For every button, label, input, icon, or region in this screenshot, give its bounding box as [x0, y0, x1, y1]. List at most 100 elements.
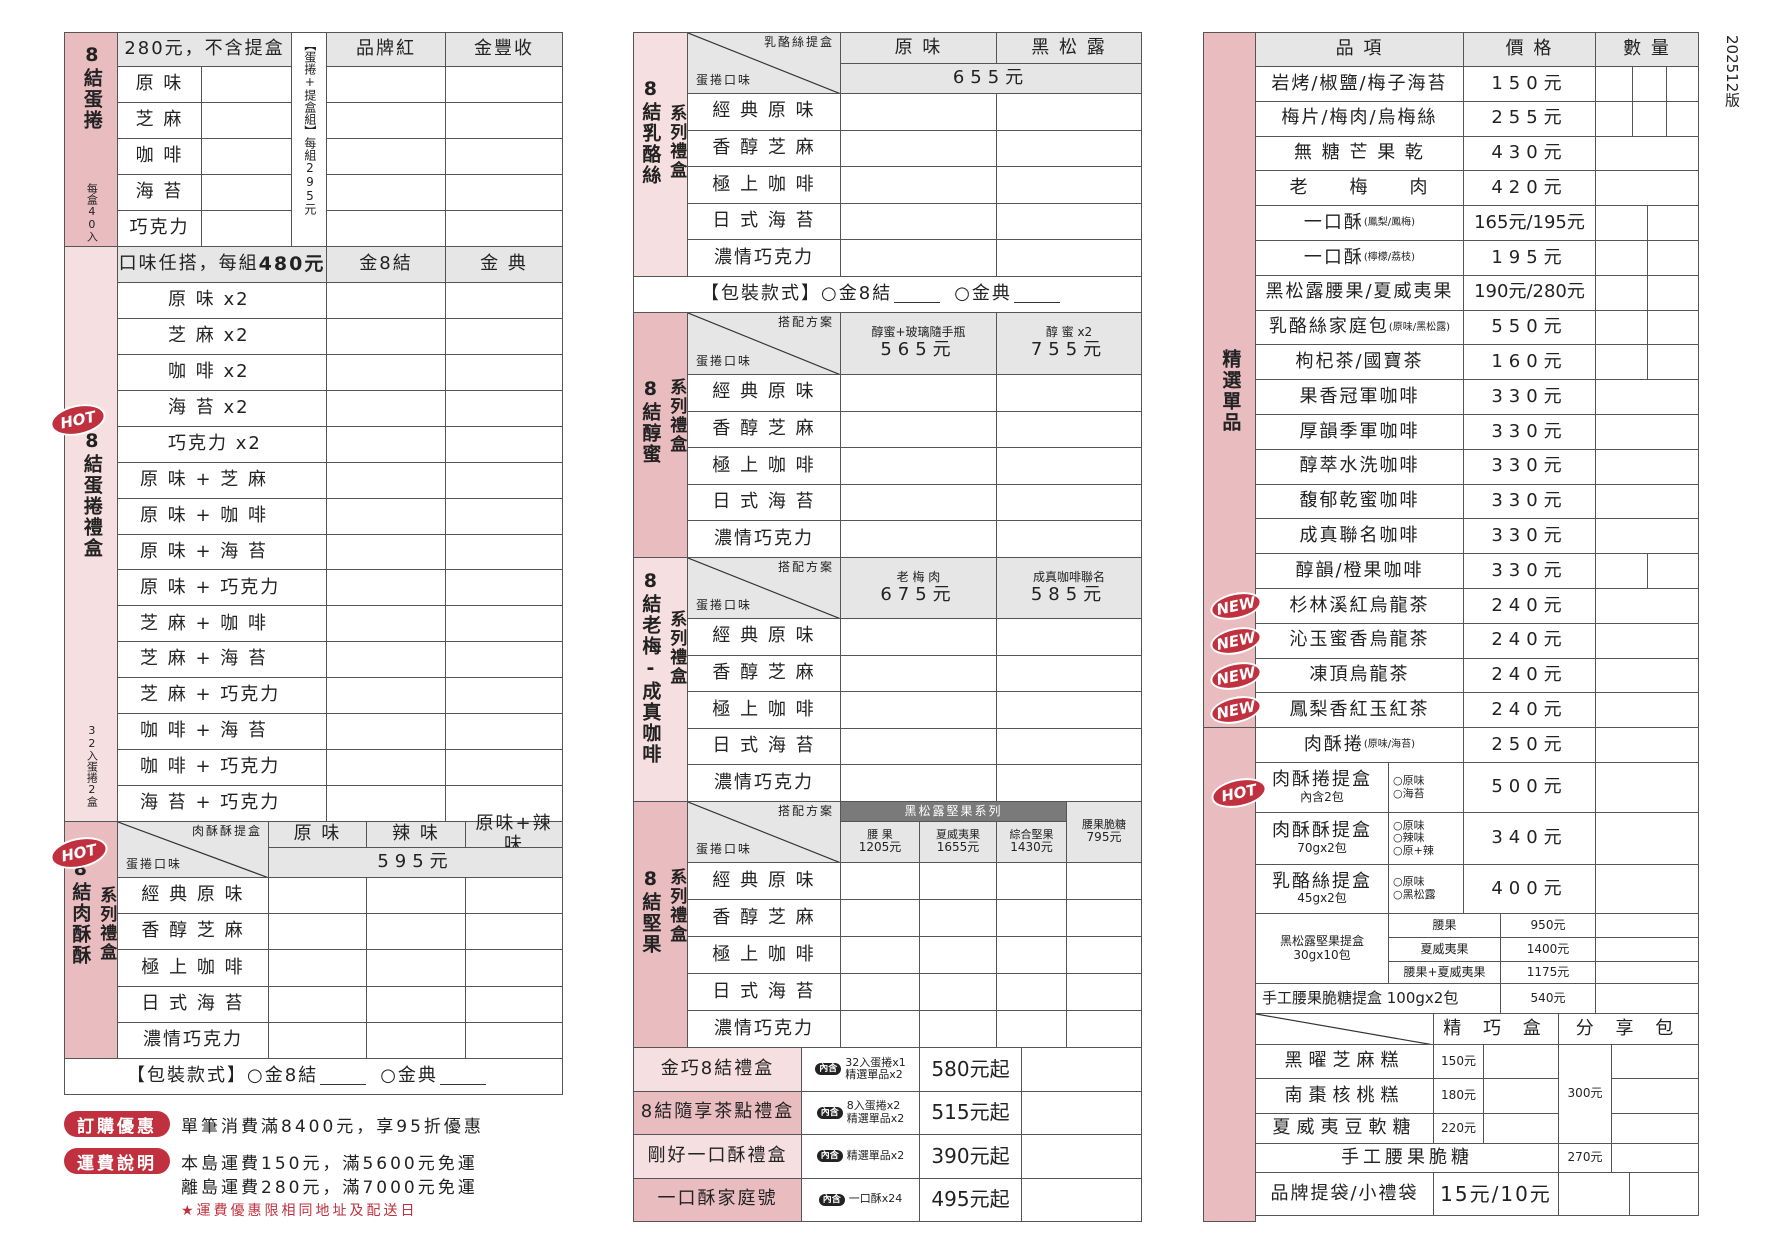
quantity-cell[interactable] — [465, 985, 563, 1023]
quantity-cell[interactable] — [326, 353, 446, 391]
quantity-cell[interactable] — [445, 533, 563, 571]
quantity-cell[interactable] — [996, 374, 1142, 412]
quantity-cell[interactable] — [1611, 1044, 1699, 1079]
packaging-option-gold8[interactable]: ○金8結 — [821, 283, 893, 305]
quantity-cell[interactable] — [201, 174, 292, 211]
quantity-cell[interactable] — [326, 713, 446, 751]
quantity-cell[interactable] — [840, 239, 997, 277]
quantity-cell[interactable] — [1595, 588, 1699, 624]
quantity-cell[interactable] — [996, 862, 1067, 900]
quantity-cell[interactable] — [366, 877, 466, 915]
quantity-cell[interactable] — [840, 727, 997, 766]
quantity-cell[interactable] — [1595, 983, 1699, 1014]
quantity-cell[interactable] — [1595, 937, 1699, 962]
quantity-cell[interactable] — [1595, 553, 1648, 589]
quantity-cell[interactable] — [326, 389, 446, 427]
quantity-cell[interactable] — [840, 764, 997, 802]
quantity-cell[interactable] — [445, 425, 563, 463]
quantity-cell[interactable] — [366, 913, 466, 951]
quantity-cell[interactable] — [201, 102, 292, 139]
quantity-cell[interactable] — [1595, 864, 1699, 914]
quantity-cell[interactable] — [840, 973, 920, 1011]
quantity-cell[interactable] — [1595, 762, 1699, 813]
quantity-cell[interactable] — [445, 317, 563, 355]
quantity-cell[interactable] — [1647, 240, 1699, 276]
quantity-cell[interactable] — [840, 447, 997, 485]
flavor-option-radio[interactable]: ○原味 — [1393, 875, 1425, 889]
quantity-cell[interactable] — [1483, 1044, 1559, 1079]
quantity-cell[interactable] — [1595, 309, 1648, 346]
quantity-cell[interactable] — [1666, 66, 1699, 102]
quantity-cell[interactable] — [326, 605, 446, 643]
quantity-cell[interactable] — [1021, 1090, 1142, 1135]
quantity-cell[interactable] — [366, 985, 466, 1023]
quantity-cell[interactable] — [1595, 170, 1699, 207]
quantity-cell[interactable] — [1483, 1113, 1559, 1144]
quantity-cell[interactable] — [445, 389, 563, 427]
quantity-cell[interactable] — [1595, 622, 1699, 659]
packaging-qty-blank[interactable] — [439, 1068, 486, 1085]
quantity-cell[interactable] — [465, 877, 563, 915]
quantity-cell[interactable] — [326, 461, 446, 499]
flavor-option-radio[interactable]: ○海苔 — [1393, 786, 1425, 800]
quantity-cell[interactable] — [445, 569, 563, 607]
quantity-cell[interactable] — [1632, 100, 1667, 137]
quantity-cell[interactable] — [1611, 1113, 1699, 1144]
quantity-cell[interactable] — [996, 483, 1142, 522]
quantity-cell[interactable] — [465, 913, 563, 951]
quantity-cell[interactable] — [996, 447, 1142, 485]
quantity-cell[interactable] — [996, 202, 1142, 241]
quantity-cell[interactable] — [366, 1021, 466, 1059]
quantity-cell[interactable] — [326, 569, 446, 607]
flavor-option-radio[interactable]: ○原+辣 — [1393, 843, 1434, 857]
quantity-cell[interactable] — [1066, 899, 1142, 937]
quantity-cell[interactable] — [1595, 100, 1633, 137]
quantity-cell[interactable] — [1595, 274, 1648, 311]
quantity-cell[interactable] — [445, 677, 563, 715]
quantity-cell[interactable] — [1558, 1172, 1630, 1216]
quantity-cell[interactable] — [1595, 518, 1699, 555]
quantity-cell[interactable] — [840, 1010, 920, 1048]
quantity-cell[interactable] — [919, 973, 997, 1011]
quantity-cell[interactable] — [1595, 913, 1699, 938]
quantity-cell[interactable] — [465, 949, 563, 987]
quantity-cell[interactable] — [201, 210, 292, 247]
quantity-cell[interactable] — [326, 641, 446, 679]
quantity-cell[interactable] — [1595, 66, 1633, 102]
quantity-cell[interactable] — [1595, 812, 1699, 865]
quantity-cell[interactable] — [326, 138, 446, 175]
quantity-cell[interactable] — [1595, 657, 1699, 694]
flavor-option-radio[interactable]: ○原味 — [1393, 818, 1425, 832]
quantity-cell[interactable] — [445, 713, 563, 751]
quantity-cell[interactable] — [445, 353, 563, 391]
quantity-cell[interactable] — [840, 936, 920, 974]
quantity-cell[interactable] — [268, 985, 367, 1023]
quantity-cell[interactable] — [326, 282, 446, 319]
quantity-cell[interactable] — [996, 764, 1142, 802]
quantity-cell[interactable] — [1595, 727, 1699, 763]
quantity-cell[interactable] — [840, 691, 997, 729]
quantity-cell[interactable] — [1066, 936, 1142, 974]
quantity-cell[interactable] — [1595, 240, 1648, 276]
quantity-cell[interactable] — [1595, 483, 1699, 520]
packaging-option-golden[interactable]: ○金典 — [954, 283, 1012, 305]
quantity-cell[interactable] — [445, 282, 563, 319]
flavor-option-radio[interactable]: ○原味 — [1393, 773, 1425, 787]
quantity-cell[interactable] — [445, 461, 563, 499]
quantity-cell[interactable] — [1647, 309, 1699, 346]
quantity-cell[interactable] — [445, 102, 563, 139]
quantity-cell[interactable] — [840, 899, 920, 937]
quantity-cell[interactable] — [840, 618, 997, 656]
quantity-cell[interactable] — [326, 785, 446, 822]
quantity-cell[interactable] — [268, 877, 367, 915]
packaging-option-golden[interactable]: ○金典 — [380, 1065, 438, 1087]
quantity-cell[interactable] — [1629, 1172, 1699, 1216]
quantity-cell[interactable] — [445, 605, 563, 643]
quantity-cell[interactable] — [465, 1021, 563, 1059]
quantity-cell[interactable] — [840, 862, 920, 900]
quantity-cell[interactable] — [996, 129, 1142, 168]
quantity-cell[interactable] — [326, 317, 446, 355]
packaging-qty-blank[interactable] — [1013, 286, 1060, 303]
quantity-cell[interactable] — [326, 174, 446, 211]
quantity-cell[interactable] — [1021, 1177, 1142, 1222]
